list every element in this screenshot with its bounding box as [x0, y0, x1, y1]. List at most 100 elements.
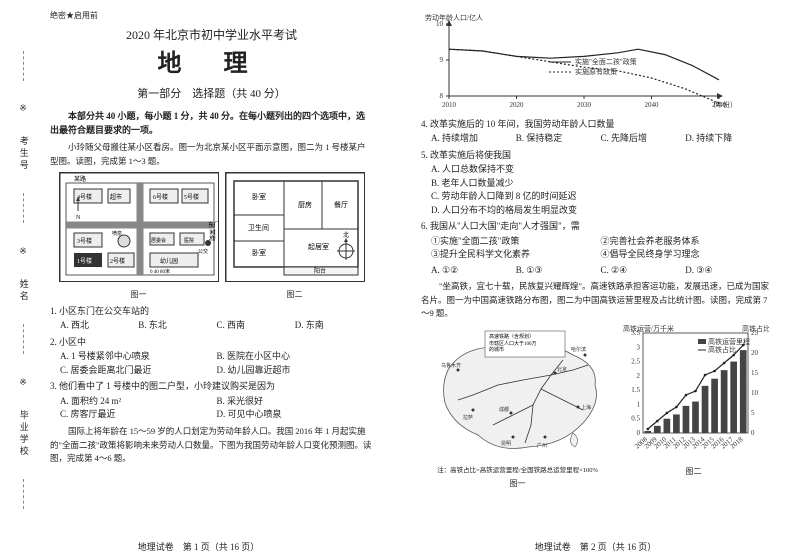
svg-text:高铁占比: 高铁占比	[708, 345, 736, 354]
svg-text:劳动年龄人口/亿人: 劳动年龄人口/亿人	[425, 13, 483, 22]
svg-text:乌鲁木齐: 乌鲁木齐	[441, 362, 461, 369]
q3-opt-d: D. 可见中心喷泉	[217, 408, 374, 422]
svg-text:东门: 东门	[208, 221, 219, 229]
q6-c3: ③提升全民科学文化素养	[431, 248, 601, 262]
svg-text:北京: 北京	[557, 366, 567, 373]
dotted-divider	[23, 324, 24, 354]
svg-text:2030: 2030	[577, 101, 592, 109]
svg-text:北: 北	[343, 231, 349, 239]
side-label-examid: 考生号	[16, 136, 30, 172]
svg-text:高铁运营/万千米: 高铁运营/万千米	[623, 325, 674, 333]
q4-opt-d: D. 持续下降	[685, 132, 770, 146]
q2-opt-d: D. 幼儿园靠近超市	[217, 364, 374, 378]
svg-text:2020: 2020	[510, 101, 525, 109]
svg-text:2号楼: 2号楼	[110, 257, 125, 265]
svg-text:厨房: 厨房	[298, 200, 312, 209]
labor-population-chart: 劳动年龄人口/亿人 891020102020203020402050（年份）实施…	[421, 10, 741, 110]
q6-opt-d: D. ③④	[685, 264, 770, 278]
svg-text:2: 2	[636, 372, 640, 380]
floorplan-figure: 卧室 卫生间 卧室 餐厅 厨房 起居室 阳台 北	[225, 172, 365, 282]
svg-text:拉萨: 拉萨	[463, 414, 473, 421]
svg-text:0.5: 0.5	[631, 414, 640, 422]
svg-text:20: 20	[751, 349, 759, 357]
svg-text:的城市: 的城市	[489, 346, 504, 353]
svg-text:哈尔滨: 哈尔滨	[571, 346, 586, 353]
svg-text:卧室: 卧室	[252, 192, 266, 201]
svg-text:1.5: 1.5	[631, 386, 640, 394]
section-title: 第一部分 选择题（共 40 分）	[50, 86, 373, 103]
svg-text:8: 8	[440, 92, 444, 100]
dotted-divider	[23, 193, 24, 223]
svg-text:上海: 上海	[581, 404, 591, 411]
fig1-caption: 图一	[59, 289, 219, 301]
q6-opt-a: A. ①②	[431, 264, 516, 278]
svg-text:5: 5	[751, 409, 755, 417]
q6-c2: ②完善社会养老服务体系	[601, 235, 771, 249]
q4-options: A. 持续增加 B. 保持稳定 C. 先降后增 D. 持续下降	[431, 132, 770, 146]
q1-opt-c: C. 西南	[217, 319, 295, 333]
svg-text:2040: 2040	[645, 101, 660, 109]
page-footer-right: 地理试卷 第 2 页（共 16 页）	[397, 541, 794, 555]
svg-text:0 40 80米: 0 40 80米	[150, 268, 170, 275]
svg-text:10: 10	[436, 20, 444, 28]
q3-stem: 3. 他们看中了 1 号楼中的图二户型，小玲建议购买是因为	[50, 380, 373, 394]
context-3: "坐高铁，宜七十载，民族复兴耀辉煌"。高速铁路承担客运功能，发展迅速，已成为国家…	[421, 280, 770, 321]
dotted-divider	[23, 479, 24, 509]
q3-opt-c: C. 房客厅最近	[60, 408, 217, 422]
q5-opt-a: A. 人口总数保持不变	[431, 163, 770, 177]
q3-opt-a: A. 面积约 24 m²	[60, 395, 217, 409]
q1-opt-a: A. 西北	[60, 319, 138, 333]
page-right: 劳动年龄人口/亿人 891020102020203020402050（年份）实施…	[397, 0, 794, 560]
q6-opt-c: C. ②④	[601, 264, 686, 278]
q2-opt-b: B. 医院在小区中心	[217, 350, 374, 364]
q3-opt-b: B. 采光很好	[217, 395, 374, 409]
rail-mileage-chart: 00.511.522.533.5051015202520082009201020…	[619, 325, 769, 460]
svg-text:2010: 2010	[442, 101, 457, 109]
svg-text:某路: 某路	[74, 175, 86, 183]
svg-text:高铁运营里程: 高铁运营里程	[708, 337, 750, 346]
svg-text:5号楼: 5号楼	[184, 193, 199, 201]
figure-row-1: 某路 某街 4号楼 超市 6号楼 5号楼 3号楼 1号楼 2号楼 喷泉 居委会 …	[50, 172, 373, 301]
svg-text:3: 3	[636, 343, 640, 351]
svg-text:广州: 广州	[537, 442, 547, 449]
svg-text:某街: 某街	[208, 229, 216, 241]
svg-text:10: 10	[751, 389, 759, 397]
svg-text:公交: 公交	[198, 248, 208, 255]
subject-title: 地 理	[50, 46, 373, 82]
fig1b-caption: 图一	[423, 478, 613, 490]
svg-text:6号楼: 6号楼	[153, 193, 168, 201]
svg-text:1: 1	[636, 400, 640, 408]
svg-text:市辖区人口大于100万: 市辖区人口大于100万	[489, 340, 537, 347]
svg-text:卫生间: 卫生间	[248, 223, 269, 232]
q1-opt-b: B. 东北	[138, 319, 216, 333]
q6-circled: ①实施"全面二孩"政策 ②完善社会养老服务体系 ③提升全民科学文化素养 ④倡导全…	[431, 235, 770, 262]
q3-options: A. 面积约 24 m² B. 采光很好 C. 房客厅最近 D. 可见中心喷泉	[60, 395, 373, 422]
svg-text:实施"全面二孩"政策: 实施"全面二孩"政策	[575, 57, 637, 66]
q2-options: A. 1 号楼紧邻中心喷泉 B. 医院在小区中心 C. 居委会距离北门最近 D.…	[60, 350, 373, 377]
fig2b-caption: 图二	[619, 466, 769, 478]
confidential-label: 绝密★启用前	[50, 10, 373, 22]
context-2: 国际上将年龄在 15～59 岁的人口划定为劳动年龄人口。我国 2016 年 1 …	[50, 425, 373, 466]
svg-text:N: N	[76, 215, 81, 221]
china-map-container: 乌鲁木齐 拉萨 成都 昆明 广州 上海 北京 哈尔滨 高速铁路（含规划） 市辖区…	[423, 325, 613, 490]
china-rail-map: 乌鲁木齐 拉萨 成都 昆明 广州 上海 北京 哈尔滨 高速铁路（含规划） 市辖区…	[423, 325, 613, 460]
q6-options: A. ①② B. ①③ C. ②④ D. ③④	[431, 264, 770, 278]
side-label-name: 姓名	[16, 279, 30, 303]
q5-opt-b: B. 老年人口数量减少	[431, 177, 770, 191]
map-note: 注：高铁占比=高铁运营里程/全国铁路总运营里程×100%	[423, 466, 613, 476]
q1-options: A. 西北 B. 东北 C. 西南 D. 东南	[60, 319, 373, 333]
svg-text:阳台: 阳台	[314, 267, 326, 275]
instructions: 本部分共 40 小题，每小题 1 分，共 40 分。在每小题列出的四个选项中，选…	[50, 109, 373, 138]
q5-stem: 5. 改革实施后将使我国	[421, 149, 770, 163]
svg-text:3号楼: 3号楼	[77, 237, 92, 245]
rail-chart-container: 00.511.522.533.5051015202520082009201020…	[619, 325, 769, 479]
side-label-school: 毕业学校	[16, 410, 30, 458]
figure-1-container: 某路 某街 4号楼 超市 6号楼 5号楼 3号楼 1号楼 2号楼 喷泉 居委会 …	[59, 172, 219, 301]
svg-text:高速铁路（含规划）: 高速铁路（含规划）	[489, 333, 534, 340]
q6-opt-b: B. ①③	[516, 264, 601, 278]
q2-opt-c: C. 居委会距离北门最近	[60, 364, 217, 378]
svg-text:超市: 超市	[110, 193, 122, 201]
q4-opt-b: B. 保持稳定	[516, 132, 601, 146]
svg-text:餐厅: 餐厅	[334, 200, 348, 209]
q4-opt-a: A. 持续增加	[431, 132, 516, 146]
